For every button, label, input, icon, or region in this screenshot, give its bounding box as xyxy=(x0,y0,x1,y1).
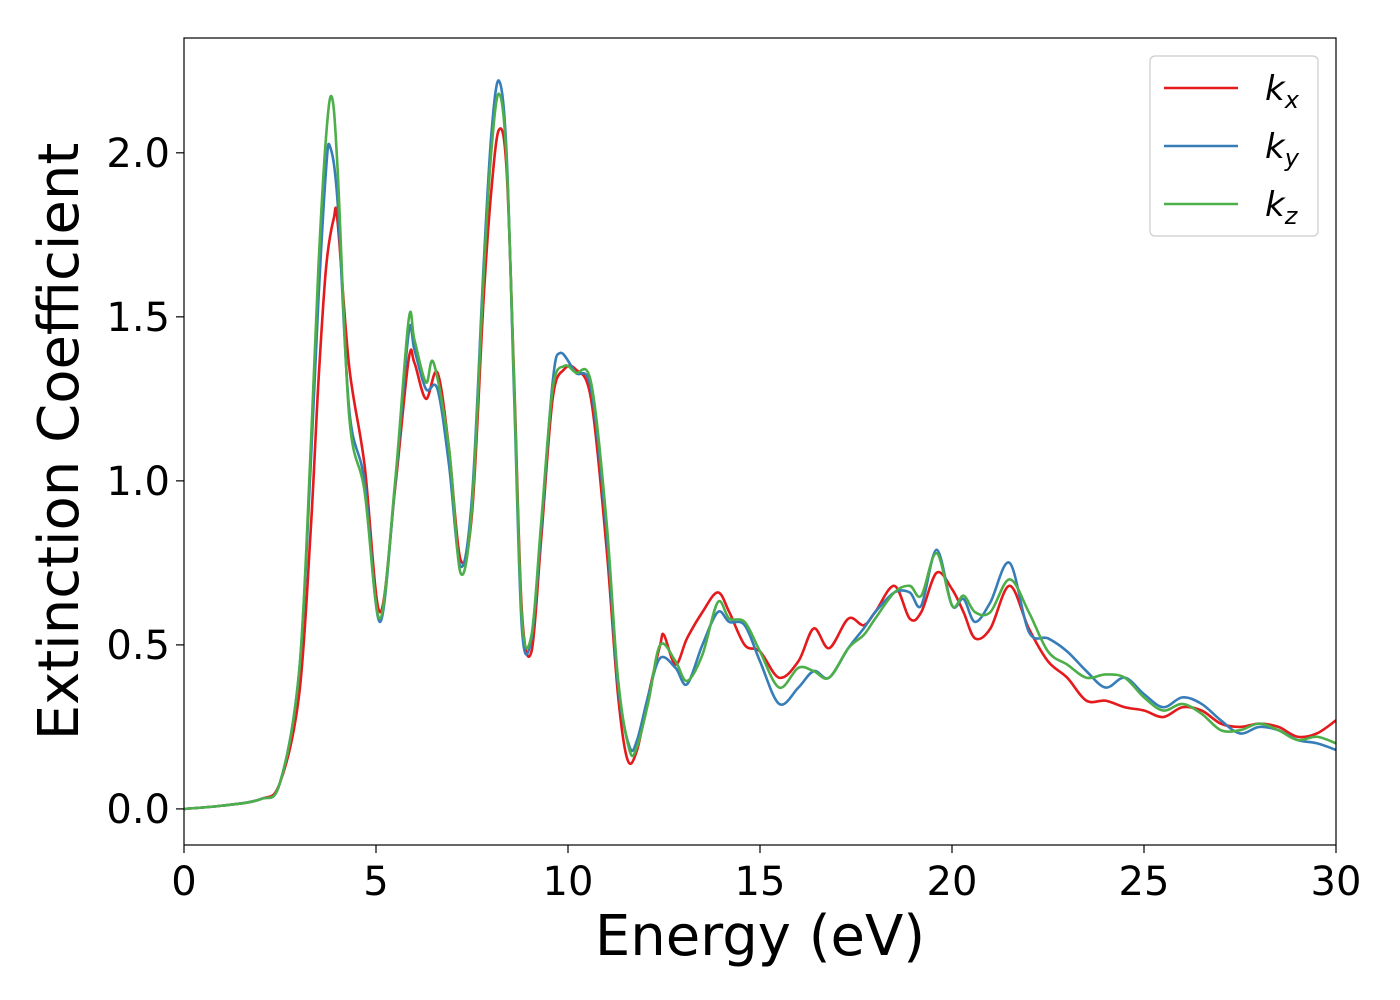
series-line-kx xyxy=(184,127,1336,811)
series-group xyxy=(184,79,1336,811)
x-tick-label: 5 xyxy=(363,859,388,905)
y-tick-label: 0.5 xyxy=(106,623,170,669)
legend: kx ky kz xyxy=(1149,55,1319,237)
x-tick-label: 0 xyxy=(171,859,196,905)
y-axis: 0.0 0.5 1.0 1.5 2.0 xyxy=(106,131,184,833)
y-tick-label: 2.0 xyxy=(106,131,170,177)
y-tick-label: 1.0 xyxy=(106,459,170,505)
x-tick-label: 10 xyxy=(543,859,594,905)
x-tick-label: 25 xyxy=(1119,859,1170,905)
x-tick-label: 20 xyxy=(927,859,978,905)
x-axis: 0 5 10 15 20 25 30 xyxy=(171,845,1361,905)
x-tick-label: 30 xyxy=(1311,859,1362,905)
y-axis-title: Extinction Coefficient xyxy=(27,143,92,741)
y-tick-label: 1.5 xyxy=(106,295,170,341)
x-tick-label: 15 xyxy=(735,859,786,905)
legend-label-kz: kz xyxy=(1265,185,1299,230)
x-axis-title: Energy (eV) xyxy=(595,904,925,969)
legend-label-kx: kx xyxy=(1265,69,1300,114)
series-line-kz xyxy=(184,92,1336,811)
y-tick-label: 0.0 xyxy=(106,787,170,833)
legend-label-ky: ky xyxy=(1265,127,1300,172)
